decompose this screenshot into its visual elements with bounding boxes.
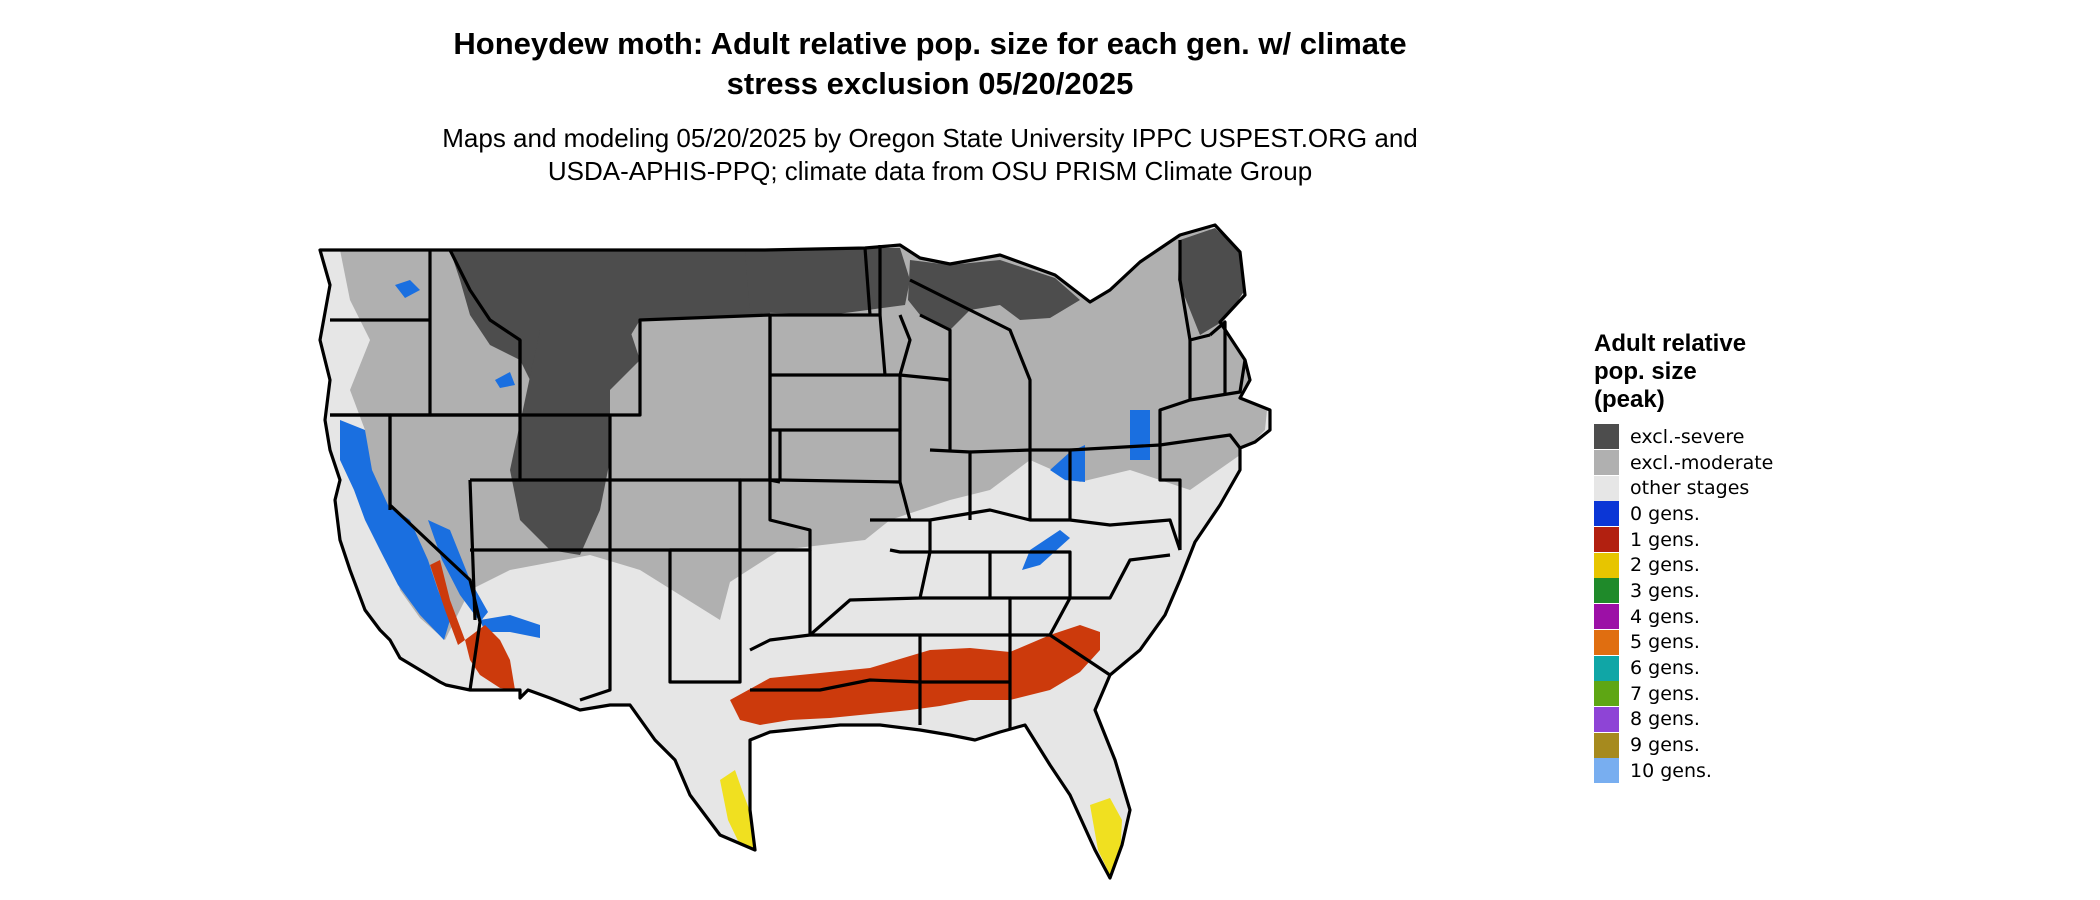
legend-swatch	[1594, 706, 1619, 732]
legend-swatch	[1594, 501, 1619, 527]
legend-label: 2 gens.	[1630, 554, 1700, 577]
legend-swatch	[1594, 732, 1619, 758]
legend-label: 7 gens.	[1630, 682, 1700, 705]
legend-label: 5 gens.	[1630, 631, 1700, 654]
legend-swatch	[1594, 475, 1619, 501]
map-title: Honeydew moth: Adult relative pop. size …	[380, 24, 1480, 104]
legend-title-line-3: (peak)	[1594, 386, 1665, 413]
legend-swatch	[1594, 552, 1619, 578]
legend-swatch	[1594, 629, 1619, 655]
legend-items: excl.-severe excl.-moderate other stages 0 …	[1594, 424, 1773, 784]
severe-exclusion-great-lakes	[908, 260, 1080, 330]
legend-swatch	[1594, 655, 1619, 681]
map-title-line-2: stress exclusion 05/20/2025	[726, 66, 1134, 101]
legend-label: 3 gens.	[1630, 579, 1700, 602]
map-subtitle-line-2: USDA-APHIS-PPQ; climate data from OSU PR…	[547, 156, 1313, 186]
severe-exclusion-north-central	[745, 248, 910, 315]
one-gen-river-strip	[430, 560, 465, 645]
legend-item: 9 gens.	[1594, 732, 1773, 758]
legend-swatch	[1594, 527, 1619, 553]
legend-item: 3 gens.	[1594, 578, 1773, 604]
legend-label: excl.-moderate	[1630, 451, 1774, 474]
legend-item: 8 gens.	[1594, 706, 1773, 733]
legend-item: 7 gens.	[1594, 681, 1773, 707]
legend-item: other stages	[1594, 475, 1773, 501]
legend-label: excl.-severe	[1630, 425, 1745, 448]
legend-label: other stages	[1630, 477, 1750, 500]
map-title-line-1: Honeydew moth: Adult relative pop. size …	[453, 26, 1407, 61]
one-gen-southern-band	[730, 625, 1100, 725]
legend-label: 10 gens.	[1630, 759, 1712, 782]
us-map	[318, 223, 1272, 880]
map-subtitle: Maps and modeling 05/20/2025 by Oregon S…	[380, 122, 1480, 188]
legend-item: excl.-severe	[1594, 424, 1773, 450]
legend-item: 5 gens.	[1594, 629, 1773, 656]
legend-item: 1 gens.	[1594, 527, 1773, 553]
two-gens-south-texas	[720, 770, 755, 850]
legend-label: 0 gens.	[1630, 502, 1700, 525]
legend-item: 10 gens.	[1594, 758, 1773, 784]
legend-label: 1 gens.	[1630, 528, 1700, 551]
legend-title: Adult relative pop. size (peak)	[1594, 330, 1773, 414]
legend-item: 0 gens.	[1594, 501, 1773, 527]
legend-label: 6 gens.	[1630, 657, 1700, 680]
legend-swatch	[1594, 604, 1619, 630]
legend-swatch	[1594, 578, 1619, 604]
legend-swatch	[1594, 424, 1619, 450]
map-subtitle-line-1: Maps and modeling 05/20/2025 by Oregon S…	[442, 123, 1418, 153]
legend-label: 4 gens.	[1630, 605, 1700, 628]
severe-exclusion-new-england	[1178, 228, 1245, 335]
legend-swatch	[1594, 681, 1619, 707]
legend-swatch	[1594, 758, 1619, 784]
state-borders	[318, 223, 1272, 880]
legend-item: 4 gens.	[1594, 604, 1773, 630]
legend-item: excl.-moderate	[1594, 450, 1773, 476]
legend-item: 2 gens.	[1594, 552, 1773, 578]
legend-label: 8 gens.	[1630, 708, 1700, 731]
legend-title-line-2: pop. size	[1594, 358, 1697, 385]
two-gens-south-florida	[1090, 798, 1122, 875]
legend-title-line-1: Adult relative	[1594, 330, 1747, 357]
legend-swatch	[1594, 450, 1619, 476]
legend-item: 6 gens.	[1594, 655, 1773, 681]
legend: Adult relative pop. size (peak) excl.-se…	[1594, 330, 1773, 784]
severe-exclusion-rockies	[510, 330, 640, 555]
legend-label: 9 gens.	[1630, 734, 1700, 757]
